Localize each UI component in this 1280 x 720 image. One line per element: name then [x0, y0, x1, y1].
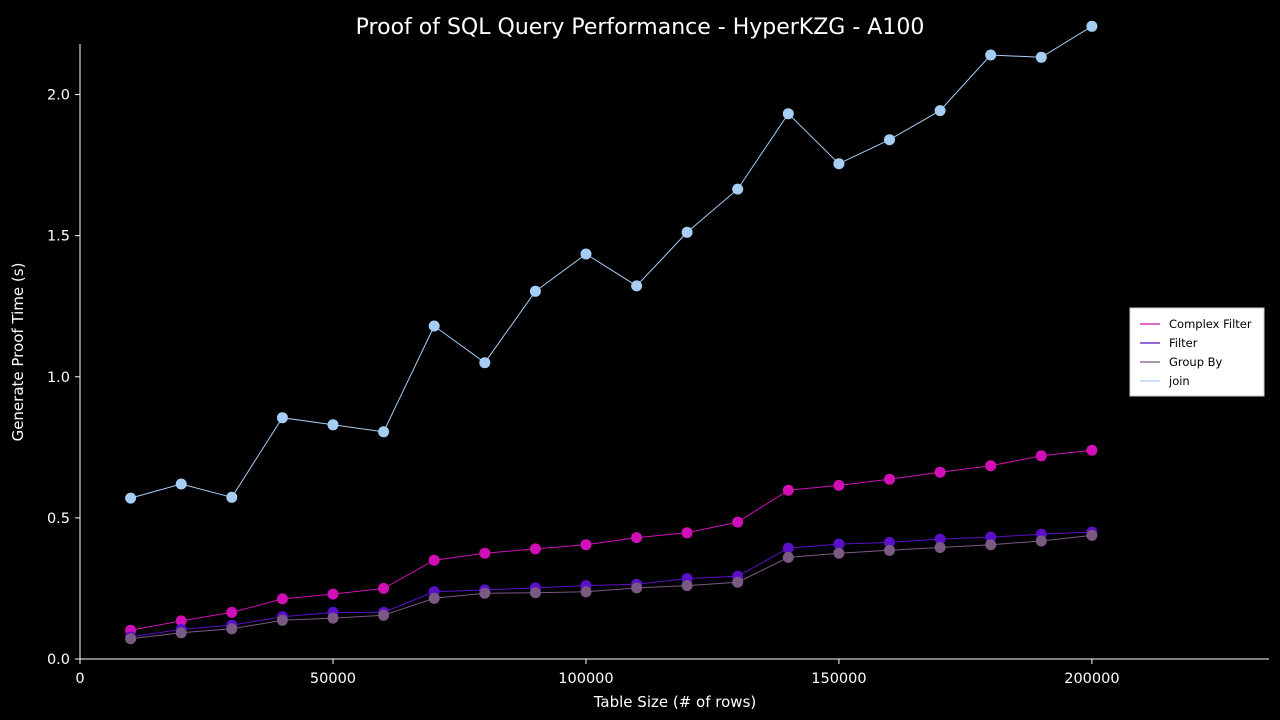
- data-point: [226, 606, 238, 618]
- data-point: [631, 280, 643, 292]
- data-point: [1035, 535, 1047, 547]
- series-filter: [125, 526, 1098, 643]
- x-axis-title: Table Size (# of rows): [593, 693, 756, 711]
- data-point: [884, 134, 895, 146]
- y-tick-label: 1.0: [47, 370, 70, 386]
- series-group-by: [125, 529, 1098, 645]
- series-line: [130, 531, 1092, 638]
- data-point: [681, 580, 693, 592]
- data-point: [782, 542, 794, 554]
- data-point: [378, 582, 390, 594]
- data-point: [985, 539, 997, 551]
- data-point: [175, 615, 187, 627]
- data-point: [479, 357, 491, 369]
- data-point: [1086, 20, 1098, 32]
- data-point: [1086, 529, 1098, 541]
- data-point: [681, 527, 693, 539]
- x-ticks: 0 50000 100000 150000 200000: [75, 659, 1120, 687]
- data-point: [327, 612, 339, 624]
- data-point: [226, 623, 238, 635]
- data-point: [934, 542, 946, 553]
- data-point: [782, 484, 794, 496]
- data-point: [529, 587, 541, 599]
- y-axis-title: Generate Proof Time (s): [9, 263, 27, 442]
- y-ticks: 0.0 0.5 1.0 1.5 2.0: [47, 88, 80, 668]
- data-point: [782, 108, 794, 120]
- axes: [79, 44, 1269, 660]
- data-point: [934, 533, 946, 545]
- series-line: [130, 449, 1092, 631]
- y-tick-label: 2.0: [47, 88, 70, 104]
- data-point: [580, 539, 592, 551]
- legend-label: Filter: [1169, 336, 1198, 350]
- legend-label: join: [1168, 374, 1190, 388]
- data-point: [884, 473, 895, 485]
- data-point: [1035, 51, 1047, 63]
- data-point: [428, 320, 440, 332]
- data-point: [479, 547, 491, 559]
- data-point: [985, 49, 997, 61]
- data-point: [428, 592, 440, 604]
- data-point: [985, 531, 997, 543]
- data-point: [327, 588, 339, 600]
- x-tick-label: 0: [75, 671, 84, 687]
- data-point: [833, 158, 845, 170]
- legend-label: Complex Filter: [1169, 317, 1252, 331]
- data-point: [884, 536, 895, 548]
- series-line: [130, 25, 1093, 499]
- legend: Complex Filter Filter Group By join: [1129, 307, 1265, 397]
- series-line: [130, 534, 1092, 640]
- data-point: [732, 183, 744, 195]
- chart-title: Proof of SQL Query Performance - HyperKZ…: [356, 15, 925, 40]
- series-complex-filter: [125, 444, 1098, 636]
- data-point: [934, 466, 946, 478]
- data-point: [833, 479, 845, 491]
- data-point: [631, 582, 643, 594]
- data-point: [276, 614, 288, 626]
- data-point: [226, 491, 238, 503]
- x-tick-label: 50000: [310, 671, 356, 687]
- data-point: [529, 543, 541, 555]
- data-point: [175, 478, 187, 490]
- data-point: [934, 105, 946, 117]
- data-point: [732, 516, 744, 528]
- data-point: [1035, 450, 1047, 462]
- data-point: [125, 492, 137, 504]
- data-point: [833, 538, 845, 550]
- data-point: [580, 248, 592, 260]
- data-point: [732, 576, 744, 588]
- data-point: [125, 633, 137, 645]
- x-tick-label: 150000: [811, 671, 866, 687]
- data-point: [428, 554, 440, 566]
- y-tick-label: 1.5: [47, 229, 70, 245]
- x-tick-label: 100000: [558, 671, 613, 687]
- data-point: [580, 586, 592, 598]
- data-point: [529, 285, 541, 297]
- legend-label: Group By: [1169, 355, 1223, 369]
- data-point: [327, 419, 339, 431]
- data-point: [276, 412, 288, 424]
- y-tick-label: 0.5: [47, 511, 70, 527]
- data-point: [681, 226, 693, 238]
- data-point: [175, 627, 187, 639]
- data-point: [884, 544, 895, 556]
- x-tick-label: 200000: [1064, 671, 1119, 687]
- data-point: [985, 460, 997, 472]
- data-point: [378, 609, 390, 621]
- series-layer: [125, 20, 1098, 645]
- y-tick-label: 0.0: [47, 652, 70, 668]
- data-point: [833, 547, 845, 559]
- series-join: [125, 20, 1098, 504]
- data-point: [378, 426, 390, 438]
- data-point: [1086, 444, 1098, 456]
- data-point: [479, 587, 491, 599]
- data-point: [782, 551, 794, 563]
- data-point: [276, 593, 288, 605]
- data-point: [631, 532, 643, 544]
